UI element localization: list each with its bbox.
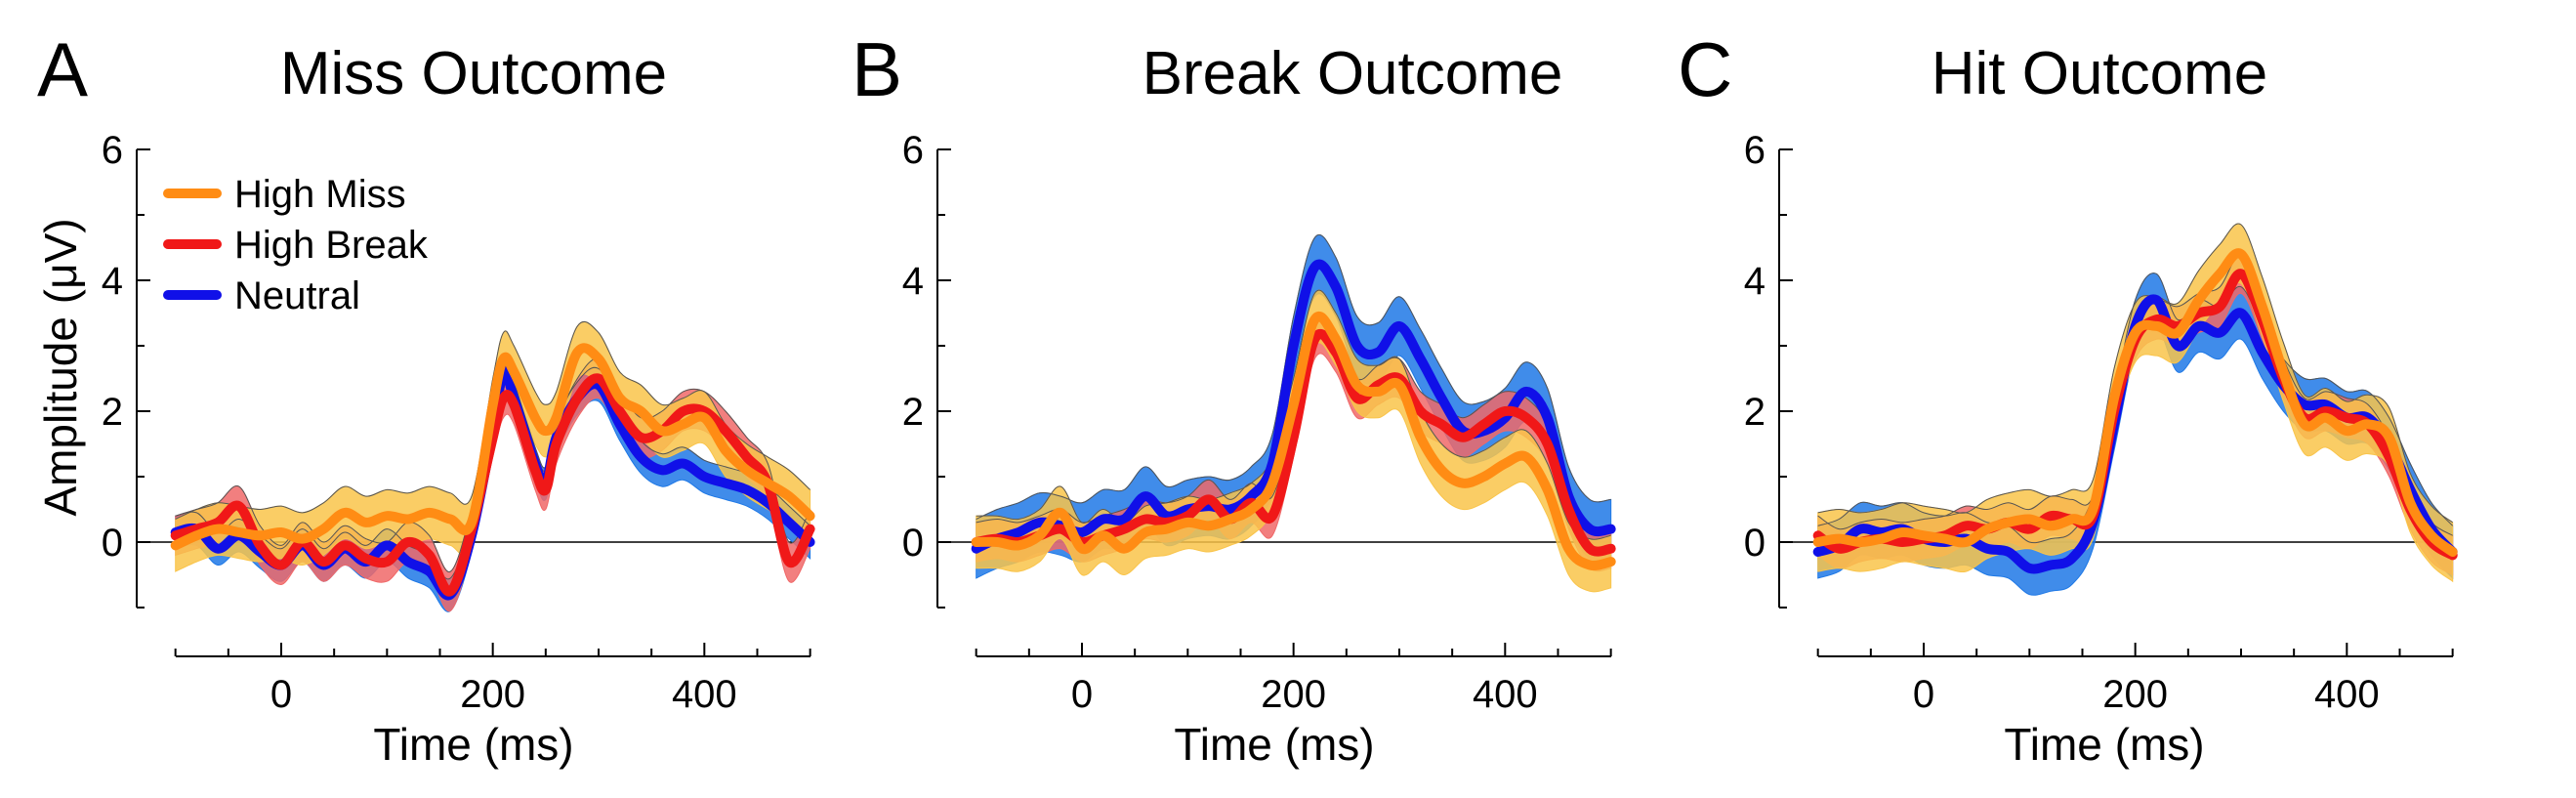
y-tick-label-a: 4: [102, 260, 123, 303]
y-tick-label-a: 0: [102, 522, 123, 565]
series-line-high-miss-b: [971, 312, 1616, 571]
x-tick-label-c: 400: [2314, 673, 2380, 716]
y-tick-label-c: 0: [1744, 522, 1766, 565]
x-tick-label-c: 200: [2102, 673, 2168, 716]
y-tick-label-a: 6: [102, 129, 123, 172]
panel-title-a: Miss Outcome: [280, 40, 667, 107]
y-tick-label-b: 0: [902, 522, 924, 565]
series-line-neutral-b: [971, 259, 1616, 554]
panel-c: C Hit Outcome 0 2 4 6 0 200 400 Time (ms): [1678, 26, 2458, 770]
series-band-edge-neutral-c: [1817, 273, 2454, 544]
legend-label-neutral: Neutral: [234, 274, 360, 317]
x-tick-label-b: 200: [1261, 673, 1326, 716]
legend-label-high-miss: High Miss: [234, 173, 406, 216]
plot-area-c: 0 2 4 6 0 200 400: [1744, 129, 2458, 716]
x-tick-label-a: 0: [270, 673, 292, 716]
legend: High Miss High Break Neutral: [163, 173, 429, 317]
x-tick-label-b: 0: [1071, 673, 1093, 716]
panel-a: A Miss Outcome 0 2 4 6 0 200 400 Time (ms) Amp…: [35, 26, 815, 770]
y-tick-label-c: 4: [1744, 260, 1766, 303]
panel-title-b: Break Outcome: [1143, 40, 1563, 107]
series-band-edge-high-miss-c: [1817, 223, 2454, 524]
y-axis-label-a: Amplitude (μV): [35, 218, 86, 516]
x-tick-label-b: 400: [1473, 673, 1538, 716]
panel-title-c: Hit Outcome: [1932, 40, 2268, 107]
panel-letter-c: C: [1678, 26, 1732, 112]
plot-area-a: 0 2 4 6 0 200 400: [102, 129, 815, 716]
x-tick-label-a: 400: [672, 673, 737, 716]
series-band-edge-high-miss-b: [976, 289, 1611, 540]
series-band-edge-neutral-b: [976, 233, 1611, 520]
y-tick-label-c: 6: [1744, 129, 1766, 172]
series-line-high-miss-a: [170, 343, 815, 551]
x-tick-label-c: 0: [1913, 673, 1934, 716]
series-band-high-miss-c: [1817, 223, 2454, 583]
y-tick-label-b: 4: [902, 260, 924, 303]
series-band-edge-high-miss-a: [175, 321, 810, 520]
y-tick-label-b: 2: [902, 391, 924, 434]
series-line-high-break-a: [170, 373, 815, 597]
y-tick-label-a: 2: [102, 391, 123, 434]
panel-b: B Break Outcome 0 2 4 6 0 200 400 Time (ms): [852, 26, 1616, 770]
panel-letter-a: A: [37, 26, 88, 112]
x-axis-label-b: Time (ms): [1174, 719, 1374, 770]
y-tick-label-b: 6: [902, 129, 924, 172]
x-axis-label-a: Time (ms): [373, 719, 573, 770]
x-tick-label-a: 200: [460, 673, 525, 716]
x-axis-label-c: Time (ms): [2004, 719, 2204, 770]
panel-letter-b: B: [852, 26, 902, 112]
series-line-high-miss-c: [1812, 248, 2458, 557]
y-tick-label-c: 2: [1744, 391, 1766, 434]
legend-label-high-break: High Break: [234, 224, 429, 267]
plot-area-b: 0 2 4 6 0 200 400: [902, 129, 1616, 716]
